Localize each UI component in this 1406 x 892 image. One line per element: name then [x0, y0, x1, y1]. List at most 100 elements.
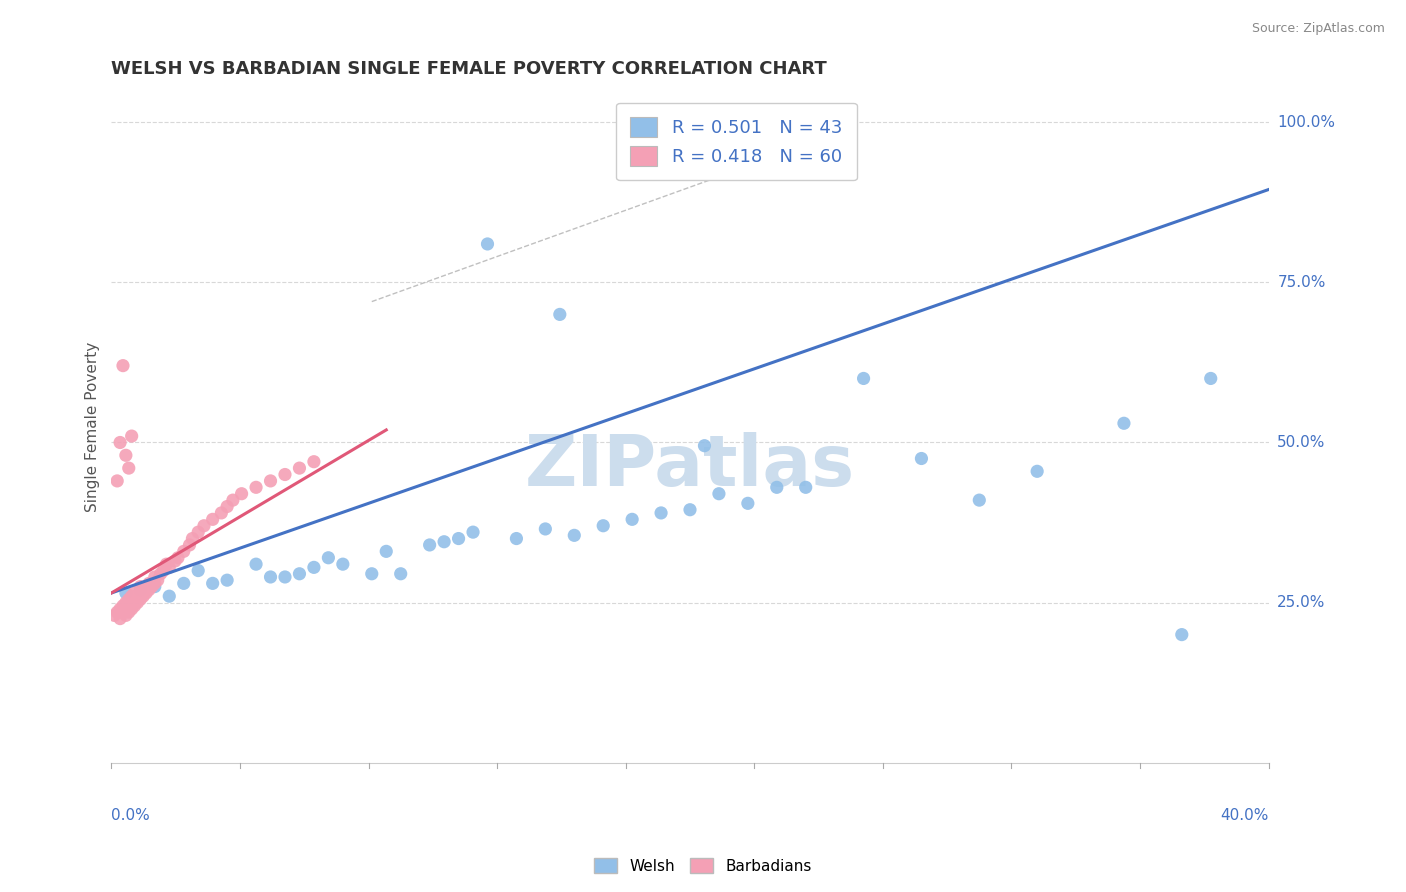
Text: 50.0%: 50.0%: [1277, 435, 1326, 450]
Point: [155, 557, 177, 571]
Point: [389, 566, 412, 581]
Point: [181, 532, 204, 546]
Text: 100.0%: 100.0%: [1277, 115, 1336, 130]
Point: [433, 534, 456, 549]
Point: [141, 580, 163, 594]
Point: [245, 480, 267, 494]
Point: [201, 576, 224, 591]
Point: [149, 566, 172, 581]
Point: [118, 592, 141, 607]
Point: [135, 586, 157, 600]
Point: [143, 570, 166, 584]
Point: [111, 359, 134, 373]
Point: [118, 605, 141, 619]
Point: [187, 564, 209, 578]
Point: [693, 439, 716, 453]
Point: [288, 461, 311, 475]
Point: [143, 580, 166, 594]
Text: 0.0%: 0.0%: [111, 807, 150, 822]
Point: [111, 599, 134, 613]
Point: [707, 486, 730, 500]
Point: [121, 589, 143, 603]
Text: Source: ZipAtlas.com: Source: ZipAtlas.com: [1251, 22, 1385, 36]
Point: [127, 589, 149, 603]
Text: 75.0%: 75.0%: [1277, 275, 1326, 290]
Point: [132, 589, 155, 603]
Point: [852, 371, 875, 385]
Point: [129, 592, 152, 607]
Point: [505, 532, 527, 546]
Point: [118, 599, 141, 613]
Point: [794, 480, 817, 494]
Point: [288, 566, 311, 581]
Point: [1112, 417, 1135, 431]
Point: [332, 557, 354, 571]
Point: [146, 573, 169, 587]
Point: [121, 429, 143, 443]
Point: [129, 582, 152, 597]
Point: [1171, 627, 1194, 641]
Point: [115, 586, 138, 600]
Point: [217, 573, 239, 587]
Point: [187, 525, 209, 540]
Point: [129, 586, 152, 600]
Legend: Welsh, Barbadians: Welsh, Barbadians: [588, 852, 818, 880]
Point: [173, 576, 195, 591]
Point: [152, 564, 174, 578]
Point: [259, 570, 281, 584]
Point: [115, 448, 138, 462]
Point: [910, 451, 932, 466]
Point: [222, 493, 245, 508]
Point: [765, 480, 787, 494]
Point: [127, 596, 149, 610]
Point: [157, 560, 180, 574]
Point: [1199, 371, 1222, 385]
Point: [115, 602, 138, 616]
Point: [592, 518, 614, 533]
Point: [138, 576, 160, 591]
Point: [217, 500, 239, 514]
Point: [679, 502, 702, 516]
Point: [105, 474, 128, 488]
Point: [209, 506, 232, 520]
Y-axis label: Single Female Poverty: Single Female Poverty: [86, 342, 100, 512]
Point: [737, 496, 759, 510]
Point: [111, 605, 134, 619]
Point: [157, 589, 180, 603]
Point: [121, 596, 143, 610]
Point: [108, 435, 131, 450]
Point: [124, 592, 146, 607]
Point: [138, 582, 160, 597]
Text: WELSH VS BARBADIAN SINGLE FEMALE POVERTY CORRELATION CHART: WELSH VS BARBADIAN SINGLE FEMALE POVERTY…: [111, 60, 827, 78]
Point: [143, 576, 166, 591]
Point: [375, 544, 398, 558]
Point: [165, 554, 187, 568]
Point: [477, 237, 499, 252]
Point: [302, 560, 325, 574]
Text: ZIPatlas: ZIPatlas: [524, 433, 855, 501]
Point: [259, 474, 281, 488]
Point: [193, 518, 215, 533]
Point: [121, 602, 143, 616]
Point: [461, 525, 484, 540]
Text: 40.0%: 40.0%: [1220, 807, 1268, 822]
Point: [179, 538, 201, 552]
Point: [534, 522, 557, 536]
Point: [1026, 464, 1049, 478]
Point: [274, 467, 297, 482]
Point: [562, 528, 585, 542]
Point: [548, 307, 571, 321]
Point: [105, 605, 128, 619]
Point: [124, 599, 146, 613]
Point: [103, 608, 125, 623]
Point: [621, 512, 644, 526]
Point: [360, 566, 382, 581]
Point: [302, 455, 325, 469]
Point: [108, 602, 131, 616]
Text: 25.0%: 25.0%: [1277, 595, 1326, 610]
Point: [969, 493, 991, 508]
Point: [132, 582, 155, 597]
Point: [274, 570, 297, 584]
Point: [231, 486, 253, 500]
Point: [108, 611, 131, 625]
